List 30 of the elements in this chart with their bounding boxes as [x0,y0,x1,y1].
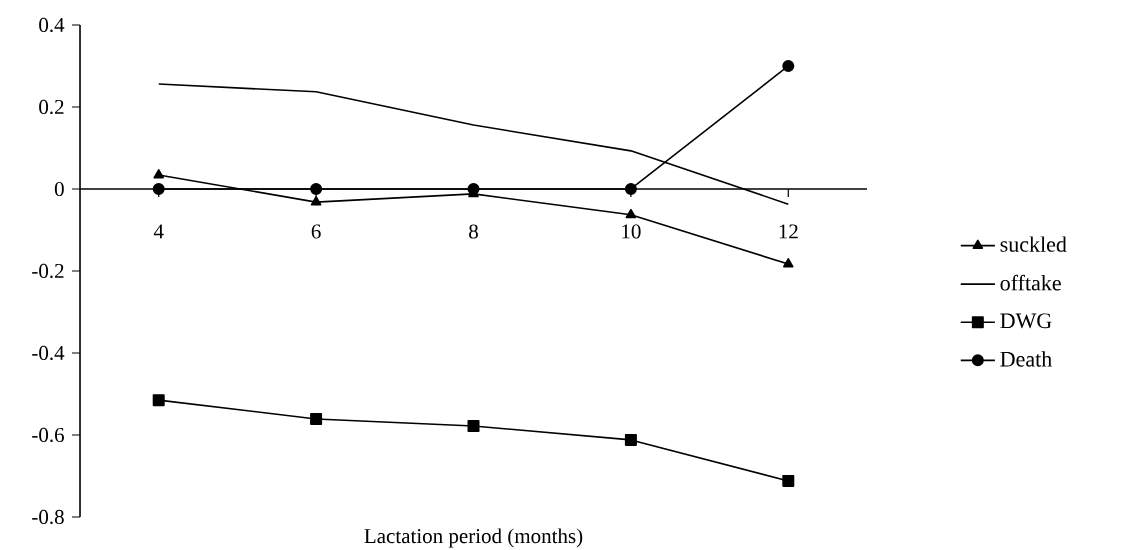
y-tick-label: 0.4 [39,17,65,33]
x-tick-label: 10 [622,224,641,239]
legend-label: DWG [1000,313,1052,329]
point [782,474,795,487]
point [310,413,323,425]
y-tick-label: 0 [54,181,64,197]
x-tick-label: 4 [153,224,164,239]
legend-label: Death [1000,351,1052,367]
point [467,419,480,432]
point [625,208,637,219]
point [782,59,795,72]
point [310,196,322,206]
point [152,182,165,195]
point [152,394,165,407]
x-tick-label: 12 [779,224,798,239]
y-tick-label: -0.6 [32,427,64,443]
point [624,433,637,446]
x-axis-title: Lactation period (months) [364,528,583,548]
point [624,182,637,195]
x-tick-label: 6 [311,224,321,239]
y-tick-label: -0.8 [32,509,64,525]
y-tick-label: 0.2 [39,99,64,115]
point [153,169,165,179]
legend-label: offtake [1000,274,1061,291]
x-tick-label: 8 [469,224,478,239]
y-tick-label: -0.4 [32,345,65,361]
y-tick-label: -0.2 [32,263,64,279]
point [782,258,794,268]
legend-label: suckled [1000,236,1067,252]
point [310,182,323,195]
